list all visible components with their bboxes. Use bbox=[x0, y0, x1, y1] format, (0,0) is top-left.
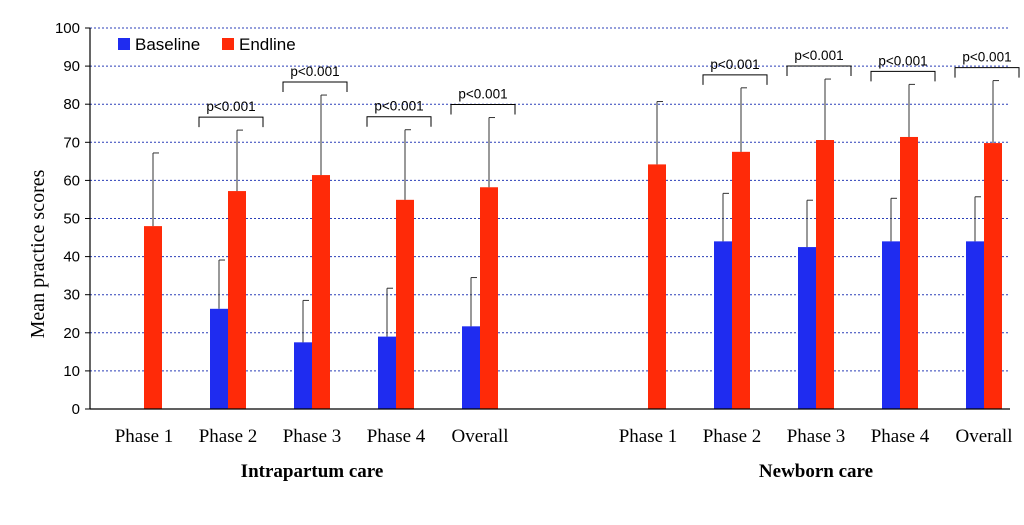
group-label: Intrapartum care bbox=[241, 461, 384, 482]
bar-baseline bbox=[210, 308, 228, 409]
y-axis-ticks: 0 10 20 30 40 50 60 70 80 90 100 bbox=[55, 20, 90, 418]
bar-baseline bbox=[714, 241, 732, 409]
category-label: Overall bbox=[452, 426, 509, 447]
bar-endline bbox=[144, 226, 162, 409]
bar-endline bbox=[480, 187, 498, 409]
y-tick-label: 20 bbox=[63, 325, 80, 342]
category-label: Phase 2 bbox=[199, 426, 258, 447]
category-label: Phase 3 bbox=[283, 426, 342, 447]
category-label: Phase 3 bbox=[787, 426, 846, 447]
bar-endline bbox=[984, 143, 1002, 409]
significance-bracket bbox=[198, 116, 264, 128]
group-label: Newborn care bbox=[759, 461, 873, 482]
p-value-label: p<0.001 bbox=[962, 50, 1011, 65]
significance-bracket bbox=[366, 116, 432, 127]
category-label: Phase 4 bbox=[871, 426, 930, 447]
category-label: Overall bbox=[956, 426, 1013, 447]
category-label: Phase 4 bbox=[367, 426, 426, 447]
y-tick-label: 100 bbox=[55, 20, 80, 37]
bar-endline bbox=[900, 136, 918, 409]
bar-endline bbox=[816, 140, 834, 409]
bar-baseline bbox=[294, 342, 312, 409]
group-labels: Intrapartum care Newborn care bbox=[241, 461, 873, 482]
error-bars bbox=[152, 78, 999, 343]
p-value-label: p<0.001 bbox=[290, 64, 339, 79]
legend-swatch-endline bbox=[222, 38, 234, 50]
significance-bracket bbox=[870, 70, 936, 82]
y-tick-label: 40 bbox=[63, 249, 80, 266]
p-value-label: p<0.001 bbox=[374, 99, 423, 114]
category-label: Phase 1 bbox=[115, 426, 174, 447]
significance-bracket bbox=[702, 74, 768, 85]
bar-endline bbox=[228, 191, 246, 409]
y-tick-label: 70 bbox=[63, 134, 80, 151]
bar-baseline bbox=[882, 241, 900, 409]
bar-baseline bbox=[966, 241, 984, 409]
p-value-label: p<0.001 bbox=[878, 53, 927, 68]
significance-bracket bbox=[954, 67, 1020, 78]
p-value-label: p<0.001 bbox=[206, 99, 255, 114]
y-tick-label: 0 bbox=[72, 401, 80, 418]
category-label: Phase 2 bbox=[703, 426, 762, 447]
significance-brackets: p<0.001 p<0.001 p<0.001 p<0.001 p<0.001 p<0.0… bbox=[198, 48, 1020, 128]
category-labels: Phase 1 Phase 2 Phase 3 Phase 4 Overall Phase… bbox=[115, 426, 1013, 447]
y-axis-label: Mean practice scores bbox=[27, 169, 49, 338]
legend: Baseline Endline bbox=[118, 35, 296, 54]
category-label: Phase 1 bbox=[619, 426, 678, 447]
legend-label-baseline: Baseline bbox=[135, 35, 200, 54]
p-value-label: p<0.001 bbox=[458, 87, 507, 102]
bar-baseline bbox=[462, 326, 480, 409]
y-tick-label: 30 bbox=[63, 287, 80, 304]
y-tick-label: 10 bbox=[63, 363, 80, 380]
significance-bracket bbox=[282, 81, 348, 93]
legend-swatch-baseline bbox=[118, 38, 130, 50]
bar-endline bbox=[396, 199, 414, 409]
y-tick-label: 60 bbox=[63, 172, 80, 189]
bar-baseline bbox=[378, 336, 396, 409]
bar-endline bbox=[312, 175, 330, 409]
p-value-label: p<0.001 bbox=[710, 57, 759, 72]
p-value-label: p<0.001 bbox=[794, 48, 843, 63]
legend-label-endline: Endline bbox=[239, 35, 296, 54]
significance-bracket bbox=[450, 104, 516, 115]
bar-endline bbox=[648, 164, 666, 409]
bars bbox=[144, 136, 1002, 409]
significance-bracket bbox=[786, 65, 852, 77]
bar-endline bbox=[732, 151, 750, 409]
y-tick-label: 90 bbox=[63, 58, 80, 75]
y-tick-label: 50 bbox=[63, 211, 80, 228]
y-tick-label: 80 bbox=[63, 96, 80, 113]
bar-baseline bbox=[798, 247, 816, 409]
